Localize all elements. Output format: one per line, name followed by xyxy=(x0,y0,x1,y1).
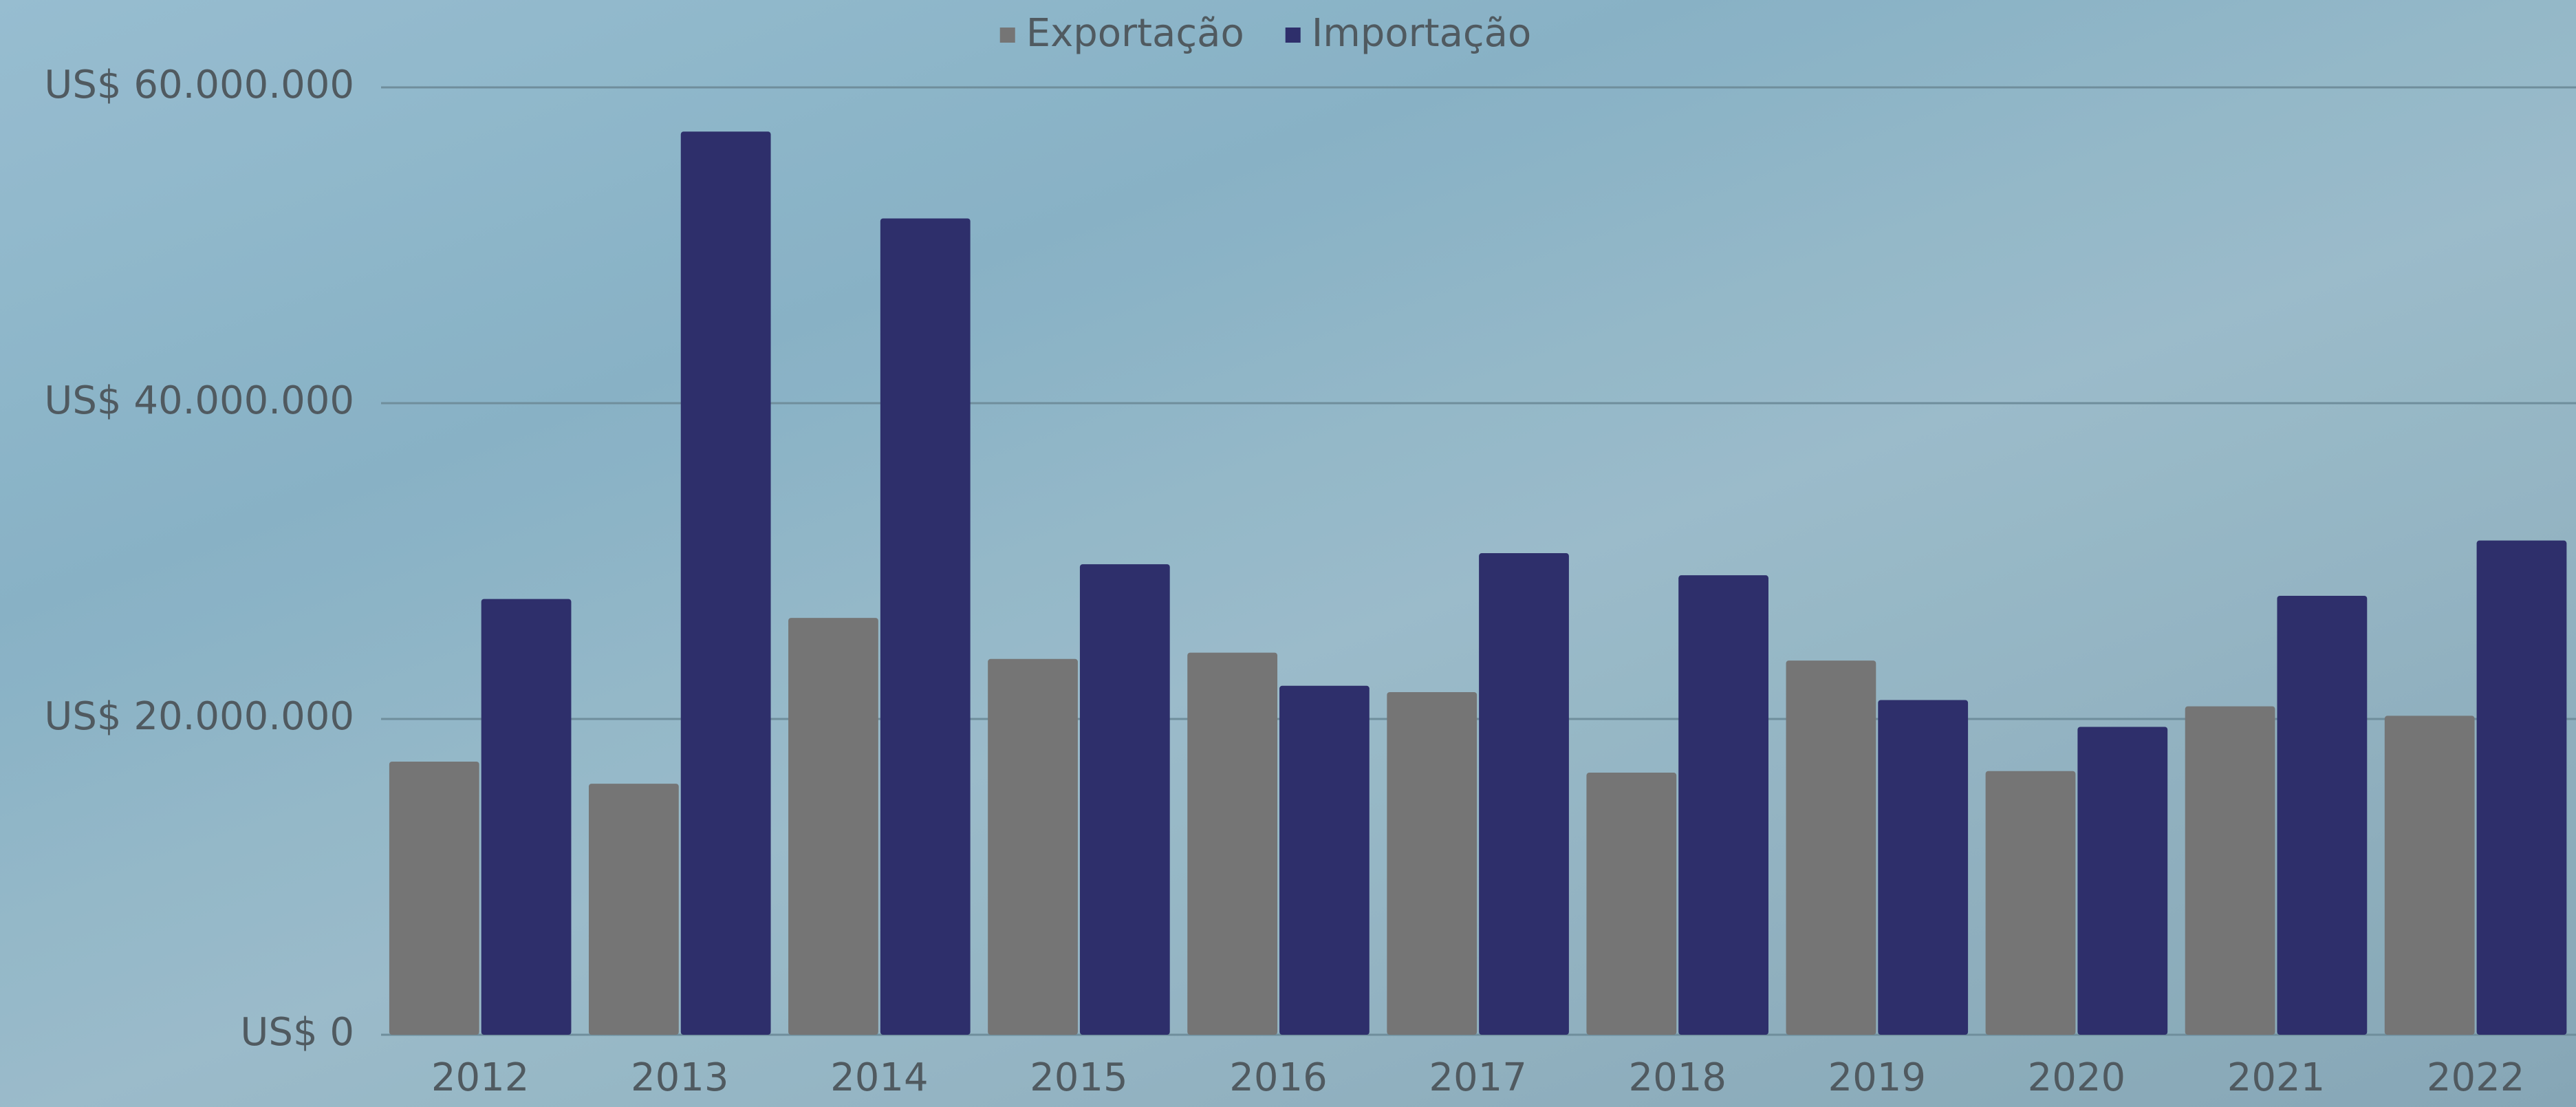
x-tick-label: 2015 xyxy=(1030,1055,1128,1100)
legend-label: Importação xyxy=(1312,11,1532,56)
bar xyxy=(2385,716,2475,1035)
x-tick-label: 2017 xyxy=(1429,1055,1527,1100)
x-tick-label: 2021 xyxy=(2227,1055,2326,1100)
y-tick-label: US$ 20.000.000 xyxy=(44,694,354,739)
bar xyxy=(1387,692,1477,1035)
bar xyxy=(1586,773,1676,1035)
x-tick-label: 2012 xyxy=(431,1055,530,1100)
bar xyxy=(2185,707,2275,1035)
bar xyxy=(880,218,971,1035)
legend-label: Exportação xyxy=(1026,11,1244,56)
bar xyxy=(1080,564,1170,1035)
bar xyxy=(681,131,771,1035)
bar xyxy=(1786,660,1876,1035)
bar xyxy=(1279,686,1370,1035)
x-tick-label: 2016 xyxy=(1229,1055,1328,1100)
bar xyxy=(1187,653,1277,1035)
bar xyxy=(389,762,479,1035)
bar xyxy=(1678,575,1768,1035)
bar xyxy=(988,659,1078,1035)
x-tick-label: 2013 xyxy=(631,1055,729,1100)
bar xyxy=(2277,596,2367,1035)
y-tick-label: US$ 60.000.000 xyxy=(44,63,354,107)
x-tick-label: 2022 xyxy=(2427,1055,2525,1100)
x-tick-label: 2020 xyxy=(2028,1055,2126,1100)
bar xyxy=(2077,727,2167,1035)
bar xyxy=(1878,700,1968,1035)
x-tick-label: 2018 xyxy=(1628,1055,1727,1100)
bar xyxy=(1986,771,2076,1035)
y-tick-label: US$ 40.000.000 xyxy=(44,378,354,423)
bar xyxy=(589,784,679,1035)
y-tick-label: US$ 0 xyxy=(240,1010,354,1055)
chart: US$ 0 US$ 20.000.000 US$ 40.000.000 US$ 60.… xyxy=(0,0,2576,1107)
bar xyxy=(481,599,572,1035)
legend-swatch xyxy=(1000,28,1015,43)
bar xyxy=(2477,541,2567,1035)
bar xyxy=(1479,553,1569,1035)
x-tick-label: 2019 xyxy=(1828,1055,1927,1100)
x-tick-label: 2014 xyxy=(830,1055,929,1100)
legend-swatch xyxy=(1286,28,1301,43)
bar xyxy=(788,618,878,1035)
